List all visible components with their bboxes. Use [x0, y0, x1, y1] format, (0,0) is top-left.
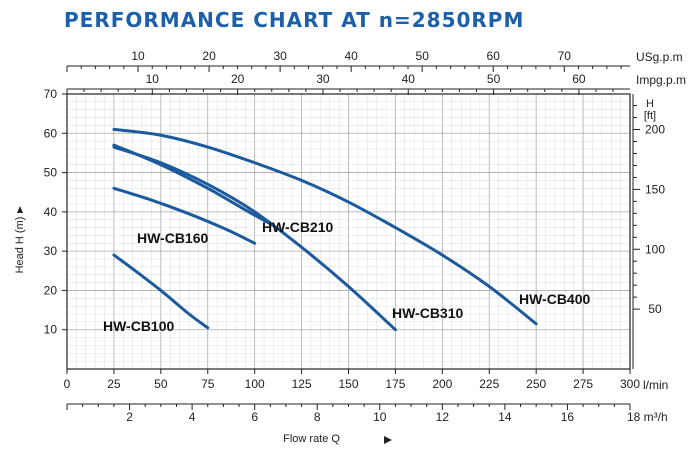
feet-tick-label: 100	[645, 242, 665, 256]
usg-axis-label: USg.p.m	[636, 50, 683, 64]
m3h-tick-label: 6	[251, 410, 258, 424]
m3h-axis-label: 18 m³/h	[627, 410, 668, 424]
m3h-tick-label: 12	[436, 410, 450, 424]
y-tick-label: 40	[44, 205, 58, 219]
feet-tick-label: 200	[645, 123, 665, 137]
impg-tick-label: 30	[316, 72, 330, 86]
x-tick-label: 175	[385, 377, 405, 391]
feet-tick-label: 150	[645, 182, 665, 196]
axes: 0 25 50 75 100 125 150 175 200 225 250 275 300 l/min1…	[14, 49, 686, 445]
impg-tick-label: 40	[402, 72, 416, 86]
m3h-tick-label: 8	[314, 410, 321, 424]
feet-axis-label: H	[646, 98, 654, 110]
label-hw-cb100: HW-CB100	[103, 318, 174, 334]
impg-tick-label: 50	[487, 72, 501, 86]
impg-tick-label: 60	[572, 72, 586, 86]
label-hw-cb160: HW-CB160	[137, 230, 208, 246]
x-tick-label: 0	[64, 377, 71, 391]
usg-tick-label: 40	[344, 49, 358, 63]
x-tick-label: 125	[292, 377, 312, 391]
usg-tick-label: 60	[487, 49, 501, 63]
y-tick-label: 10	[44, 323, 58, 337]
curves	[112, 127, 538, 332]
x-axis-arrow-icon	[384, 436, 392, 444]
y-tick-label: 70	[44, 87, 58, 101]
y-tick-label: 60	[44, 126, 58, 140]
y-axis-arrow-icon	[17, 206, 23, 213]
y-tick-label: 20	[44, 283, 58, 297]
x-tick-label: 200	[432, 377, 452, 391]
label-hw-cb310: HW-CB310	[392, 305, 463, 321]
usg-tick-label: 30	[273, 49, 287, 63]
m3h-tick-label: 14	[498, 410, 512, 424]
m3h-tick-label: 2	[126, 410, 133, 424]
m3h-tick-label: 4	[189, 410, 196, 424]
x-axis-label: Flow rate Q	[283, 433, 340, 445]
usg-tick-label: 10	[131, 49, 145, 63]
chart-title: PERFORMANCE CHART AT n=2850RPM	[64, 8, 525, 32]
x-tick-label: 100	[245, 377, 265, 391]
usg-tick-label: 50	[416, 49, 430, 63]
usg-tick-label: 70	[558, 49, 572, 63]
y-tick-label: 50	[44, 166, 58, 180]
y-axis-label: Head H (m)	[14, 217, 26, 274]
x-tick-label: 50	[154, 377, 168, 391]
impg-tick-label: 10	[146, 72, 160, 86]
curve-hw-cb310	[112, 145, 397, 332]
label-hw-cb400: HW-CB400	[519, 291, 590, 307]
feet-tick-label: 50	[648, 302, 662, 316]
curve-hw-cb100	[112, 253, 210, 330]
x-tick-label: 75	[201, 377, 215, 391]
m3h-tick-label: 10	[373, 410, 387, 424]
x-tick-label: 25	[107, 377, 121, 391]
x-tick-label: 275	[573, 377, 593, 391]
x-tick-label: 150	[338, 377, 358, 391]
impg-axis-label: Impg.p.m	[636, 73, 686, 87]
usg-tick-label: 20	[202, 49, 216, 63]
curve-labels: HW-CB100 HW-CB160 HW-CB210 HW-CB310 HW-CB400	[103, 219, 590, 334]
x-unit-label: l/min	[643, 378, 668, 392]
y-tick-label: 30	[44, 244, 58, 258]
m3h-tick-label: 16	[561, 410, 575, 424]
curve-hw-cb400	[112, 127, 538, 326]
feet-axis-unit: [ft]	[644, 110, 656, 122]
x-tick-label: 300	[620, 377, 640, 391]
label-hw-cb210: HW-CB210	[262, 219, 333, 235]
curve-hw-cb160	[112, 186, 257, 245]
impg-tick-label: 20	[231, 72, 245, 86]
x-tick-label: 250	[526, 377, 546, 391]
x-tick-label: 225	[479, 377, 499, 391]
curve-hw-cb210	[112, 143, 275, 228]
grid	[66, 93, 631, 370]
